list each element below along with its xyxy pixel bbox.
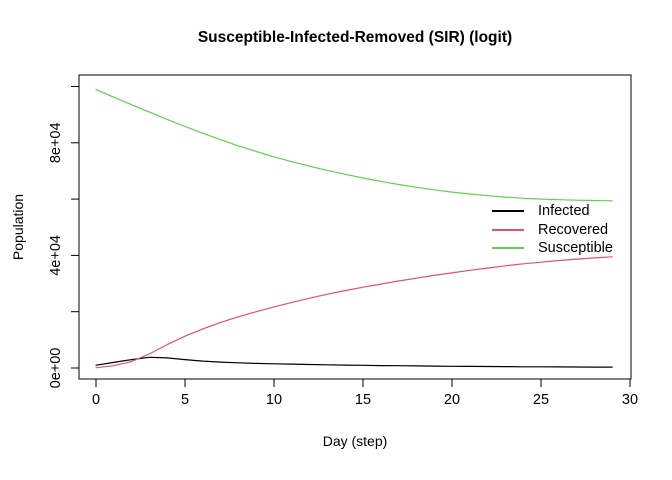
x-tick-label: 5 [181,392,189,408]
chart-title: Susceptible-Infected-Removed (SIR) (logi… [197,29,513,46]
x-tick-label: 15 [355,392,371,408]
legend-label: Recovered [538,221,609,238]
legend-item-infected: Infected [492,202,613,221]
x-tick-label: 25 [533,392,549,408]
y-tick-label: 0e+00 [48,348,64,389]
x-tick-label: 20 [444,392,460,408]
legend-item-recovered: Recovered [492,221,613,240]
legend-label: Infected [538,203,590,220]
legend: Infected Recovered Susceptible [492,202,613,258]
x-axis-title: Day (step) [322,433,388,449]
legend-line-swatch [492,228,524,231]
series-line-infected [95,356,613,368]
y-tick-label: 8e+04 [48,122,64,163]
x-tick-label: 30 [622,392,638,408]
x-tick-label: 0 [92,392,100,408]
plot-frame [78,74,632,380]
series-line-recovered [95,256,613,369]
x-tick-label: 10 [266,392,282,408]
legend-label: Susceptible [538,240,613,257]
legend-item-susceptible: Susceptible [492,239,613,258]
y-tick-label: 4e+04 [48,235,64,276]
legend-line-swatch [492,210,524,213]
series-line-susceptible [95,88,613,202]
legend-line-swatch [492,247,524,250]
